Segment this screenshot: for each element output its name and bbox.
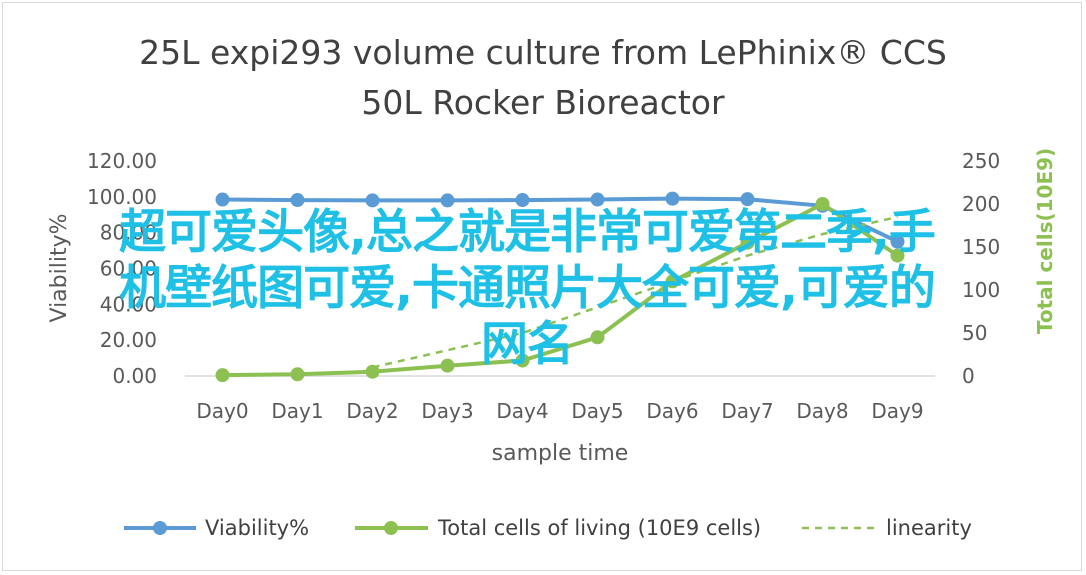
legend-swatch-marker	[384, 521, 398, 535]
data-point-viability	[665, 191, 680, 206]
data-point-viability	[215, 192, 230, 207]
x-axis-title: sample time	[492, 441, 629, 466]
chart-title-line1: 25L expi293 volume culture from LePhinix…	[139, 33, 947, 72]
x-tick-label: Day6	[646, 399, 698, 423]
y-right-tick-label: 200	[962, 192, 1000, 216]
y-left-tick-label: 60.00	[100, 257, 157, 281]
data-point-total-cells	[590, 330, 605, 345]
legend-label: Total cells of living (10E9 cells)	[437, 516, 761, 540]
y-right-tick-label: 50	[962, 321, 987, 345]
data-point-total-cells	[215, 368, 230, 383]
data-point-viability	[740, 192, 755, 207]
data-point-viability	[365, 193, 380, 208]
data-point-viability	[515, 193, 530, 208]
y-right-tick-label: 250	[962, 149, 1000, 173]
x-tick-label: Day1	[271, 399, 323, 423]
legend-label: Viability%	[205, 516, 309, 540]
series-line-total-cells	[222, 201, 899, 378]
x-tick-label: Day7	[721, 399, 773, 423]
y-left-tick-label: 0.00	[112, 364, 157, 388]
x-tick-label: Day0	[196, 399, 248, 423]
y-left-tick-label: 20.00	[100, 328, 157, 352]
data-point-total-cells	[290, 367, 305, 382]
chart-title: 25L expi293 volume culture from LePhinix…	[0, 28, 1086, 128]
x-tick-label: Day4	[496, 399, 548, 423]
chart-title-line2: 50L Rocker Bioreactor	[361, 83, 725, 122]
x-tick-label: Day8	[796, 399, 848, 423]
data-point-viability	[290, 193, 305, 208]
y-right-axis-title: Total cells(10E9)	[1033, 148, 1057, 334]
data-point-viability	[440, 193, 455, 208]
y-left-tick-label: 40.00	[100, 292, 157, 316]
y-left-tick-label: 80.00	[100, 221, 157, 245]
series-line-viability	[222, 196, 899, 244]
y-left-tick-label: 100.00	[87, 185, 157, 209]
data-point-total-cells	[440, 358, 455, 373]
legend-swatch-marker	[153, 521, 167, 535]
data-point-viability	[890, 234, 905, 249]
y-right-tick-label: 0	[962, 364, 975, 388]
data-point-total-cells	[890, 248, 905, 263]
x-tick-label: Day9	[871, 399, 923, 423]
legend-label: linearity	[886, 516, 972, 540]
data-point-total-cells	[515, 353, 530, 368]
y-left-axis-title: Viability%	[47, 213, 72, 322]
y-right-tick-label: 150	[962, 235, 1000, 259]
x-tick-label: Day2	[346, 399, 398, 423]
x-tick-label: Day5	[571, 399, 623, 423]
data-point-total-cells	[365, 364, 380, 379]
data-point-viability	[590, 192, 605, 207]
y-left-tick-label: 120.00	[87, 149, 157, 173]
data-point-total-cells	[740, 235, 755, 250]
y-right-tick-label: 100	[962, 278, 1000, 302]
x-tick-label: Day3	[421, 399, 473, 423]
data-point-total-cells	[815, 197, 830, 211]
series-line-linearity	[372, 215, 898, 369]
